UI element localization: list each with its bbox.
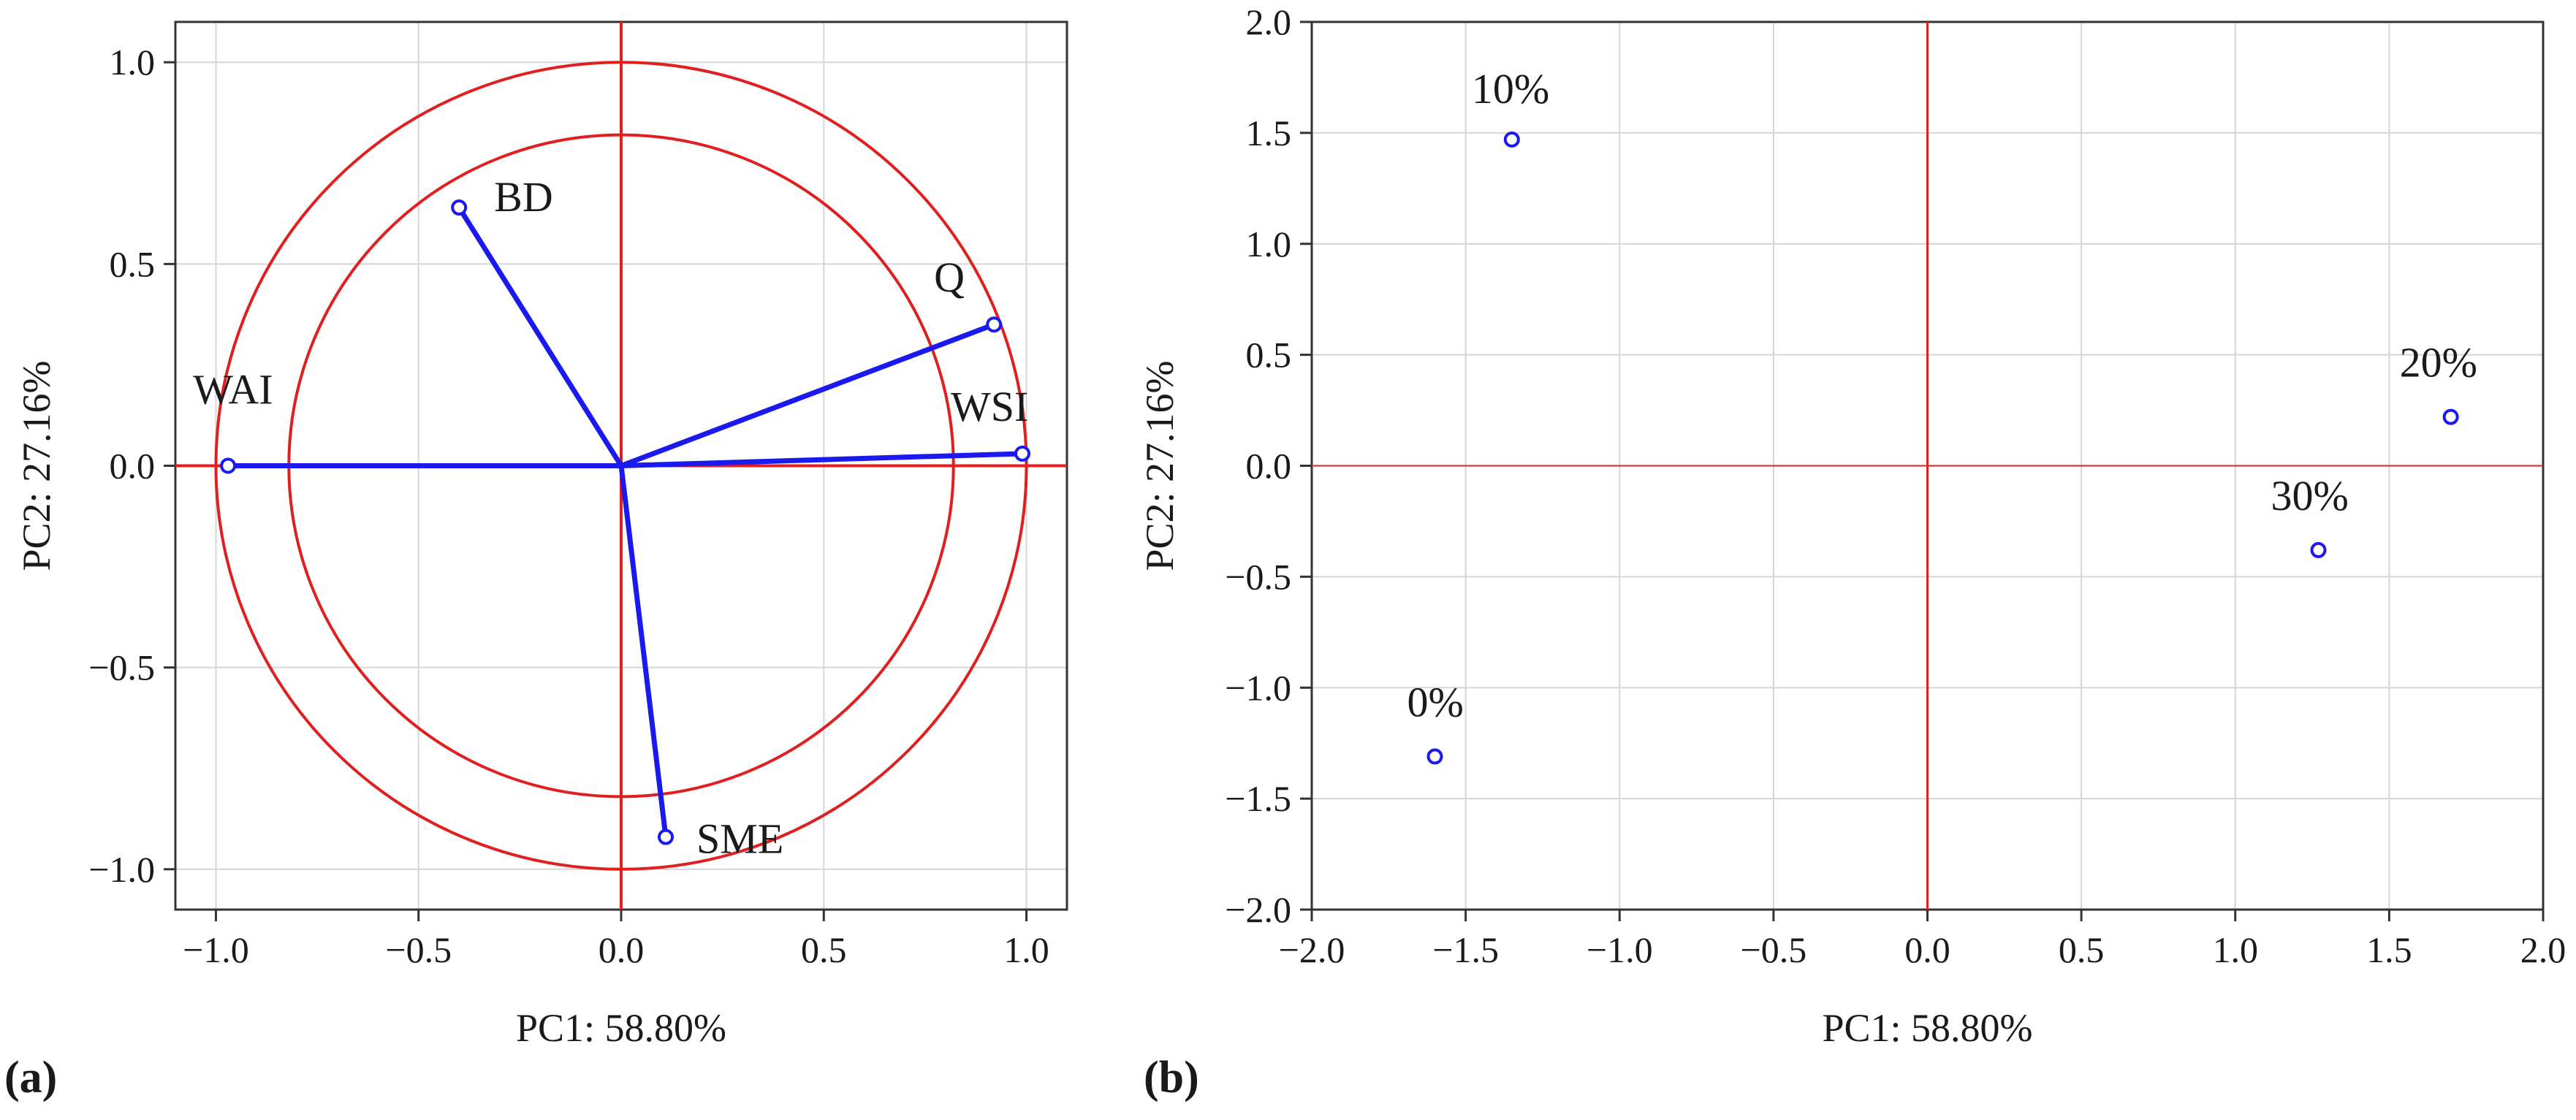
y-axis-title: PC2: 27.16% (15, 360, 58, 571)
x-tick-label: 1.0 (2213, 929, 2259, 970)
point-label-10pct: 10% (1472, 65, 1549, 113)
point-label-0pct: 0% (1407, 678, 1464, 725)
point-label-wsi: WSI (951, 383, 1028, 430)
loading-vector-wsi (620, 451, 1023, 468)
x-tick-label: 0.0 (599, 929, 645, 970)
point-label-wai: WAI (193, 366, 273, 414)
y-axis-title: PC2: 27.16% (1138, 360, 1182, 571)
panel-a-label: (a) (4, 1053, 57, 1102)
x-tick-label: −1.5 (1432, 929, 1499, 970)
x-axis-title: PC1: 58.80% (1822, 1006, 2032, 1050)
y-tick-label: −0.5 (88, 647, 155, 688)
x-tick-label: −1.0 (1587, 929, 1653, 970)
x-tick-label: −0.5 (385, 929, 452, 970)
point-marker-wsi (1014, 445, 1030, 462)
panel-b-label: (b) (1144, 1053, 1199, 1102)
y-tick-label: −1.0 (1225, 667, 1291, 708)
x-tick-label: 0.0 (1904, 929, 1950, 970)
correlation-circle-outer (214, 61, 1028, 871)
loading-vector-sme (618, 465, 669, 838)
y-tick-label: 1.5 (1246, 113, 1292, 153)
y-tick-label: −1.0 (88, 849, 155, 890)
loading-vector-q (620, 321, 995, 468)
x-tick-label: 0.5 (801, 929, 847, 970)
y-tick-label: −0.5 (1225, 556, 1291, 597)
point-marker-wai (220, 457, 237, 474)
x-tick-label: −1.0 (183, 929, 249, 970)
point-label-30pct: 30% (2271, 472, 2348, 519)
x-tick-label: 1.0 (1003, 929, 1049, 970)
point-marker-sme (658, 828, 674, 845)
x-tick-label: 1.5 (2366, 929, 2412, 970)
point-marker-0pct (1426, 748, 1443, 765)
y-tick-label: 0.5 (110, 243, 156, 284)
panel-a-loadings-plot: −1.0 −0.5 0.0 0.5 1.0 −1.0 −0.5 0.0 0.5 1.0 PC1: 5… (15, 20, 1068, 1050)
y-tick-label: 0.0 (1246, 446, 1292, 487)
point-label-q: Q (934, 254, 965, 301)
y-tick-label: 0.0 (110, 446, 156, 487)
x-axis-title: PC1: 58.80% (516, 1006, 726, 1050)
point-label-20pct: 20% (2400, 339, 2477, 386)
panel-b-scores-plot: −2.0 −1.5 −1.0 −0.5 0.0 0.5 1.0 1.5 2.0 −2.0 −1.5 −… (1138, 1, 2566, 1050)
y-tick-label: −1.5 (1225, 778, 1291, 819)
point-marker-q (986, 316, 1003, 333)
point-marker-20pct (2442, 408, 2459, 425)
point-marker-bd (451, 199, 468, 216)
y-tick-label: 1.0 (110, 42, 156, 83)
x-tick-label: 2.0 (2520, 929, 2566, 970)
point-label-sme: SME (696, 815, 783, 863)
y-tick-label: −2.0 (1225, 889, 1291, 930)
y-tick-label: 1.0 (1246, 224, 1292, 264)
x-tick-label: −2.0 (1279, 929, 1345, 970)
x-tick-label: −0.5 (1741, 929, 1807, 970)
point-label-bd: BD (494, 173, 553, 221)
point-marker-10pct (1503, 131, 1520, 148)
y-tick-label: 2.0 (1246, 1, 1292, 42)
point-marker-30pct (2310, 541, 2327, 558)
y-tick-label: 0.5 (1246, 335, 1292, 376)
loading-vector-bd (457, 206, 623, 468)
x-tick-label: 0.5 (2059, 929, 2105, 970)
